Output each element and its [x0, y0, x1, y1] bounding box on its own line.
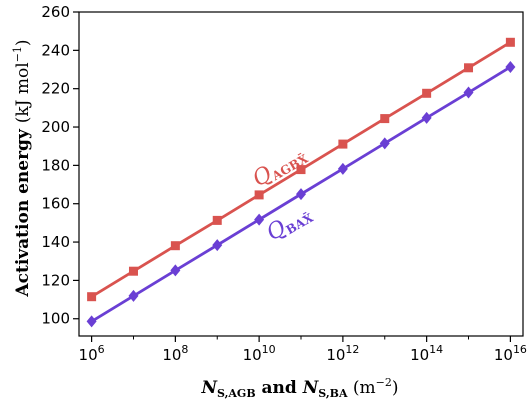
data-point-diamond: [505, 61, 516, 74]
y-tick-label: 160: [41, 195, 70, 213]
x-tick-label: 108: [162, 343, 188, 364]
data-point-diamond: [296, 188, 306, 201]
annotation-q-bax: QBAX̄: [263, 201, 317, 246]
annotation-q-bax-sub: BAX̄: [283, 208, 317, 237]
y-tick-label: 120: [41, 271, 70, 289]
x-axis-ticks: 106 108 1010 1012 1014 1016: [79, 336, 527, 364]
y-tick-label: 260: [41, 3, 70, 21]
data-point-diamond: [170, 264, 181, 277]
data-point-diamond: [86, 315, 97, 328]
data-point-square: [254, 190, 264, 200]
data-point-square: [212, 215, 222, 225]
data-point-square: [128, 266, 138, 276]
series-layer: [86, 37, 516, 328]
x-tick-label: 1012: [326, 343, 359, 364]
x-tick-label: 1014: [410, 343, 443, 364]
data-point-square: [505, 37, 515, 47]
data-point-diamond: [337, 162, 348, 175]
data-point-square: [338, 139, 348, 149]
annotation-q-agbx: QAGBX̄: [249, 142, 312, 193]
x-tick-label: 106: [79, 343, 105, 364]
x-tick-label: 1010: [243, 343, 276, 364]
data-point-square: [380, 114, 390, 124]
y-tick-label: 240: [41, 41, 70, 59]
data-point-square: [422, 88, 432, 98]
x-axis-title: NS,AGB and NS,BA (m−2): [200, 376, 398, 400]
y-tick-label: 100: [41, 310, 70, 328]
x-tick-label: 1016: [494, 343, 527, 364]
data-point-diamond: [212, 239, 223, 252]
annotation-q-agbx-sub: AGBX̄: [268, 149, 311, 183]
data-point-square: [170, 241, 180, 251]
data-point-diamond: [463, 86, 474, 99]
data-point-square: [464, 63, 474, 73]
data-point-diamond: [421, 111, 432, 124]
y-axis-title: Activation energy (kJ mol−1): [11, 39, 33, 297]
data-point-diamond: [379, 137, 390, 150]
y-tick-label: 140: [41, 233, 70, 251]
y-axis-ticks: 100 120 140 160 180 200 220 240 260: [41, 3, 79, 328]
y-tick-label: 200: [41, 118, 70, 136]
data-point-square: [296, 165, 306, 175]
data-point-square: [87, 292, 97, 302]
y-tick-label: 220: [41, 80, 70, 98]
data-point-diamond: [128, 289, 139, 302]
y-tick-label: 180: [41, 156, 70, 174]
data-point-diamond: [254, 213, 265, 226]
